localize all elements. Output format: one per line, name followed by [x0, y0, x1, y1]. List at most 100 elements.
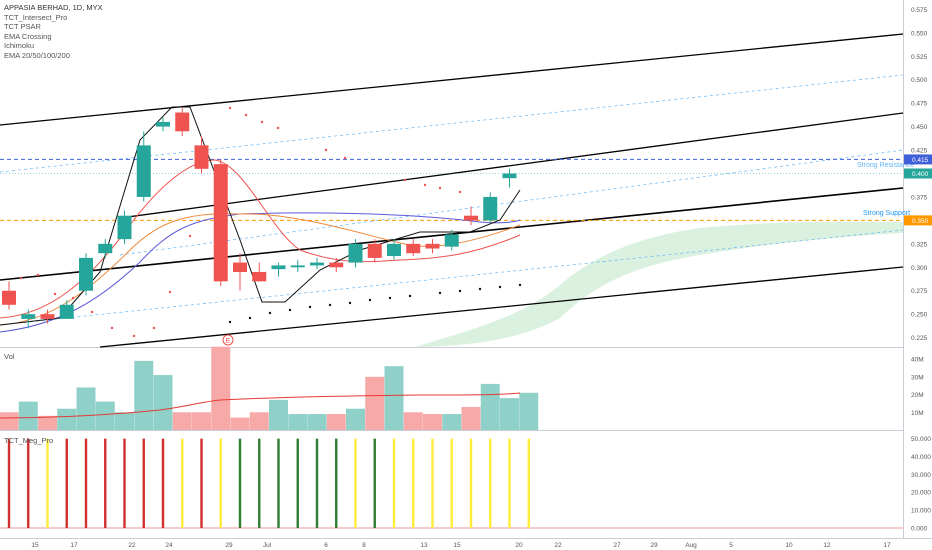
psar-dot — [388, 296, 392, 300]
indicator-label-1[interactable]: TCT PSAR — [4, 22, 41, 31]
event-marker-label: E — [226, 338, 231, 345]
price-tick-label: 0.325 — [911, 241, 928, 248]
psar-dot — [248, 316, 252, 320]
volume-bar — [95, 401, 115, 430]
volume-bar — [442, 414, 462, 430]
price-tick-label: 0.525 — [911, 54, 928, 61]
time-tick-label: 27 — [613, 542, 621, 549]
psar-dot — [90, 310, 94, 314]
volume-bar — [500, 398, 519, 430]
psar-dot — [168, 290, 172, 294]
price-tick-label: 0.500 — [911, 77, 928, 84]
candle-body — [233, 262, 247, 272]
candle-body — [310, 262, 324, 266]
last-price-badge-text: 0.400 — [912, 171, 929, 178]
candle-body — [194, 145, 209, 169]
psar-dot — [368, 298, 372, 302]
volume-bar — [192, 412, 211, 430]
volume-bar — [461, 406, 481, 430]
price-tick-label: 0.250 — [911, 312, 928, 319]
psar-dot — [36, 273, 40, 277]
oscillator-tick-label: 0.000 — [911, 526, 928, 533]
volume-ma-line — [0, 392, 521, 419]
price-tick-label: 0.450 — [911, 124, 928, 131]
psar-dot — [276, 126, 280, 130]
price-tick-label: 0.550 — [911, 30, 928, 37]
volume-bar — [230, 417, 250, 430]
volume-bar — [269, 399, 288, 430]
psar-dot — [71, 296, 75, 300]
psar-dot — [228, 320, 232, 324]
time-tick-label: 22 — [554, 542, 562, 549]
candle-body — [175, 112, 190, 132]
psar-dot — [19, 276, 23, 280]
volume-bar — [153, 375, 173, 430]
time-tick-label: 6 — [324, 542, 328, 549]
time-tick-label: 17 — [70, 542, 78, 549]
candle-body — [290, 265, 305, 268]
event-marker — [222, 334, 234, 346]
indicator-label-2[interactable]: EMA Crossing — [4, 31, 52, 41]
volume-bar — [346, 408, 365, 430]
candle-body — [136, 145, 151, 197]
psar-dot — [498, 285, 502, 289]
volume-bar — [365, 376, 385, 430]
volume-bar — [57, 408, 77, 430]
time-tick-label: Jul — [263, 542, 272, 549]
oscillator-tick-label: 40.000 — [911, 454, 931, 461]
psar-dot — [110, 326, 114, 330]
time-tick-label: 20 — [515, 542, 523, 549]
oscillator-pane-label[interactable]: TCT_Meg_Pro — [4, 436, 54, 445]
ema-line — [0, 159, 521, 319]
price-tick-label: 0.275 — [911, 288, 928, 295]
oscillator-tick-label: 10.000 — [911, 508, 931, 515]
volume-bar — [76, 387, 96, 430]
psar-dot — [288, 308, 292, 312]
volume-bar — [134, 360, 154, 430]
psar-dot — [328, 303, 332, 307]
psar-dot — [324, 148, 328, 152]
psar-dot — [408, 294, 412, 298]
oscillator-tick-label: 30.000 — [911, 472, 931, 479]
candle-body — [367, 243, 382, 258]
time-tick-label: 29 — [225, 542, 233, 549]
price-tick-label: 0.375 — [911, 194, 928, 201]
price-tick-label: 0.225 — [911, 335, 928, 342]
volume-pane-label[interactable]: Vol — [4, 352, 15, 361]
candle-body — [483, 196, 498, 221]
candle-body — [271, 265, 286, 270]
candle-body — [464, 215, 478, 221]
indicator-label-4[interactable]: EMA 20/50/100/200 — [4, 50, 70, 60]
time-tick-label: 15 — [31, 542, 39, 549]
psar-dot — [458, 190, 462, 194]
channel-line — [0, 229, 904, 326]
indicator-label-3[interactable]: Ichimoku — [4, 41, 35, 50]
candle-body — [348, 243, 363, 263]
volume-bar — [384, 366, 404, 430]
psar-dot — [478, 287, 482, 291]
candle-body — [213, 164, 228, 282]
volume-bar — [211, 346, 231, 430]
time-tick-label: Aug — [685, 542, 697, 549]
volume-tick-label: 30M — [911, 374, 924, 381]
time-tick-label: 17 — [883, 542, 891, 549]
candle-body — [21, 314, 36, 319]
time-tick-label: 12 — [823, 542, 831, 549]
oscillator-tick-label: 50.000 — [911, 436, 931, 443]
channel-line — [0, 33, 904, 126]
channel-line — [119, 112, 904, 219]
volume-bar — [0, 412, 19, 430]
volume-bar — [288, 414, 308, 430]
psar-dot — [518, 283, 522, 287]
indicator-label-0[interactable]: TCT_Intersect_Pro — [4, 12, 68, 22]
psar-dot — [458, 289, 462, 293]
last-price-badge — [904, 168, 932, 179]
time-tick-label: 5 — [729, 542, 733, 549]
time-tick-label: 10 — [785, 542, 793, 549]
psar-dot — [423, 183, 427, 187]
psar-dot — [308, 305, 312, 309]
psar-dot — [438, 291, 442, 295]
psar-dot — [348, 301, 352, 305]
price-tick-label: 0.300 — [911, 265, 928, 272]
